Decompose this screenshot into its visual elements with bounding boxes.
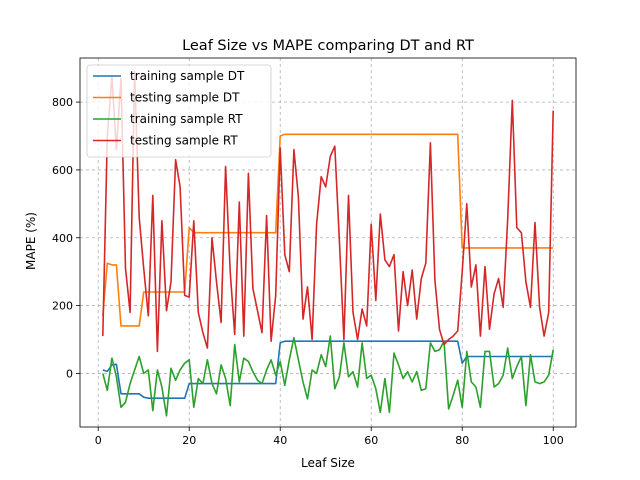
x-tick-label: 60 [364,434,378,447]
x-tick-label: 40 [273,434,287,447]
legend-box [86,64,272,158]
plot-area-frame [79,57,577,428]
series-line-2 [102,133,554,327]
x-axis-label: Leaf Size [301,456,355,470]
chart-title: Leaf Size vs MAPE comparing DT and RT [182,38,474,54]
series-line-1 [102,340,554,400]
series-line-4 [102,70,554,353]
x-tick-label: 100 [543,434,564,447]
legend: training sample DT testing sample DT train… [86,64,272,158]
legend-label: testing sample RT [130,134,238,148]
y-tick-label: 800 [52,96,73,109]
y-tick-label: 400 [52,232,73,245]
x-axis-ticks: 0 20 40 60 80 100 [95,427,564,447]
legend-label: testing sample DT [130,91,240,105]
x-tick-label: 80 [455,434,469,447]
legend-label: training sample RT [130,112,243,126]
series-lines [102,70,554,417]
y-axis-ticks: 0 200 400 600 800 [52,96,80,380]
x-tick-label: 0 [95,434,102,447]
series-line-3 [102,335,554,417]
x-tick-label: 20 [182,434,196,447]
y-tick-label: 0 [66,367,73,380]
y-tick-label: 600 [52,164,73,177]
legend-label: training sample DT [130,69,245,83]
y-axis-label: MAPE (%) [24,212,38,270]
y-tick-label: 200 [52,300,73,313]
